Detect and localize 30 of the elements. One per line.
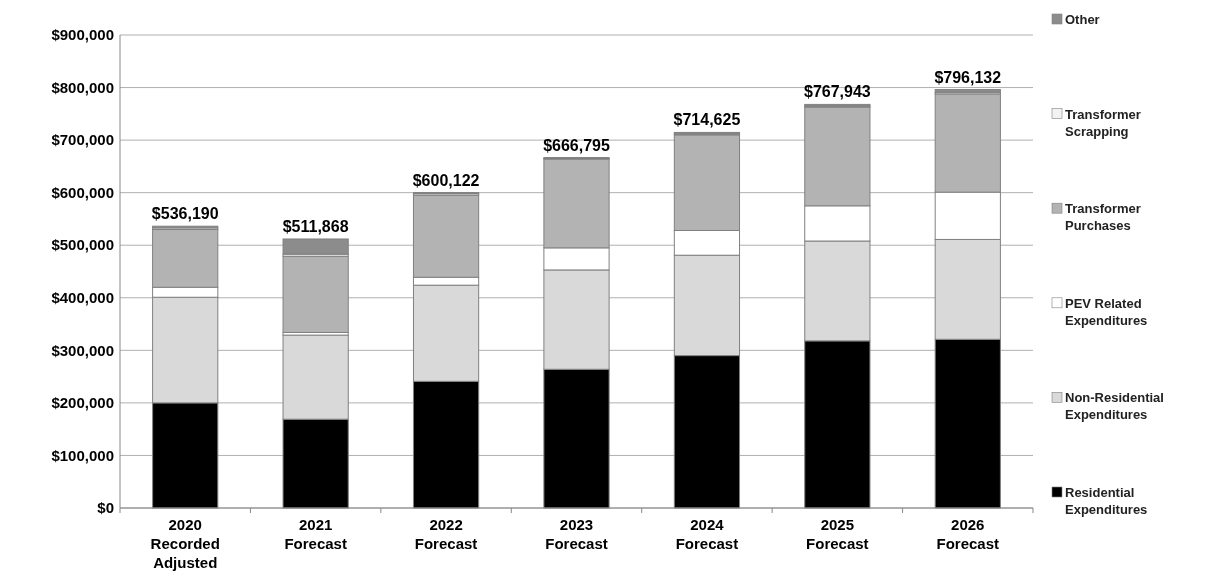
x-tick-label: 2021 Forecast xyxy=(284,516,347,552)
x-tick-label: 2023 Forecast xyxy=(545,516,608,552)
x-tick-label: 2020 Recorded Adjusted xyxy=(150,516,220,571)
y-tick-label: $0 xyxy=(97,499,114,517)
y-tick-label: $300,000 xyxy=(51,341,114,359)
y-tick-label: $800,000 xyxy=(51,78,114,96)
total-label: $796,132 xyxy=(934,68,1002,86)
x-tick-label: 2025 Forecast xyxy=(806,516,869,552)
y-tick-label: $100,000 xyxy=(51,446,114,464)
legend-label: Non-Residential Expenditures xyxy=(1065,390,1164,423)
total-label: $511,868 xyxy=(282,217,349,235)
total-label: $767,943 xyxy=(803,83,871,101)
total-label: $600,122 xyxy=(412,171,480,189)
x-tick-label: 2022 Forecast xyxy=(414,516,478,552)
y-tick-label: $900,000 xyxy=(51,26,114,44)
legend-label: PEV Related Expenditures xyxy=(1065,295,1148,328)
total-label: $714,625 xyxy=(673,111,741,129)
total-label: $536,190 xyxy=(151,205,219,223)
y-tick-label: $500,000 xyxy=(51,236,114,254)
legend-label: Transformer Purchases xyxy=(1065,201,1141,234)
total-label: $666,795 xyxy=(543,136,610,154)
y-tick-label: $400,000 xyxy=(51,289,114,307)
x-tick-label: 2024 Forecast xyxy=(675,516,739,552)
y-tick-label: $200,000 xyxy=(51,394,114,412)
legend-label: Transformer Scrapping xyxy=(1065,106,1141,139)
legend-label: Other xyxy=(1065,12,1100,27)
y-tick-label: $700,000 xyxy=(51,131,114,149)
y-tick-label: $600,000 xyxy=(51,183,114,201)
legend-label: Residential Expenditures xyxy=(1065,485,1148,517)
x-tick-label: 2026 Forecast xyxy=(936,516,1000,552)
